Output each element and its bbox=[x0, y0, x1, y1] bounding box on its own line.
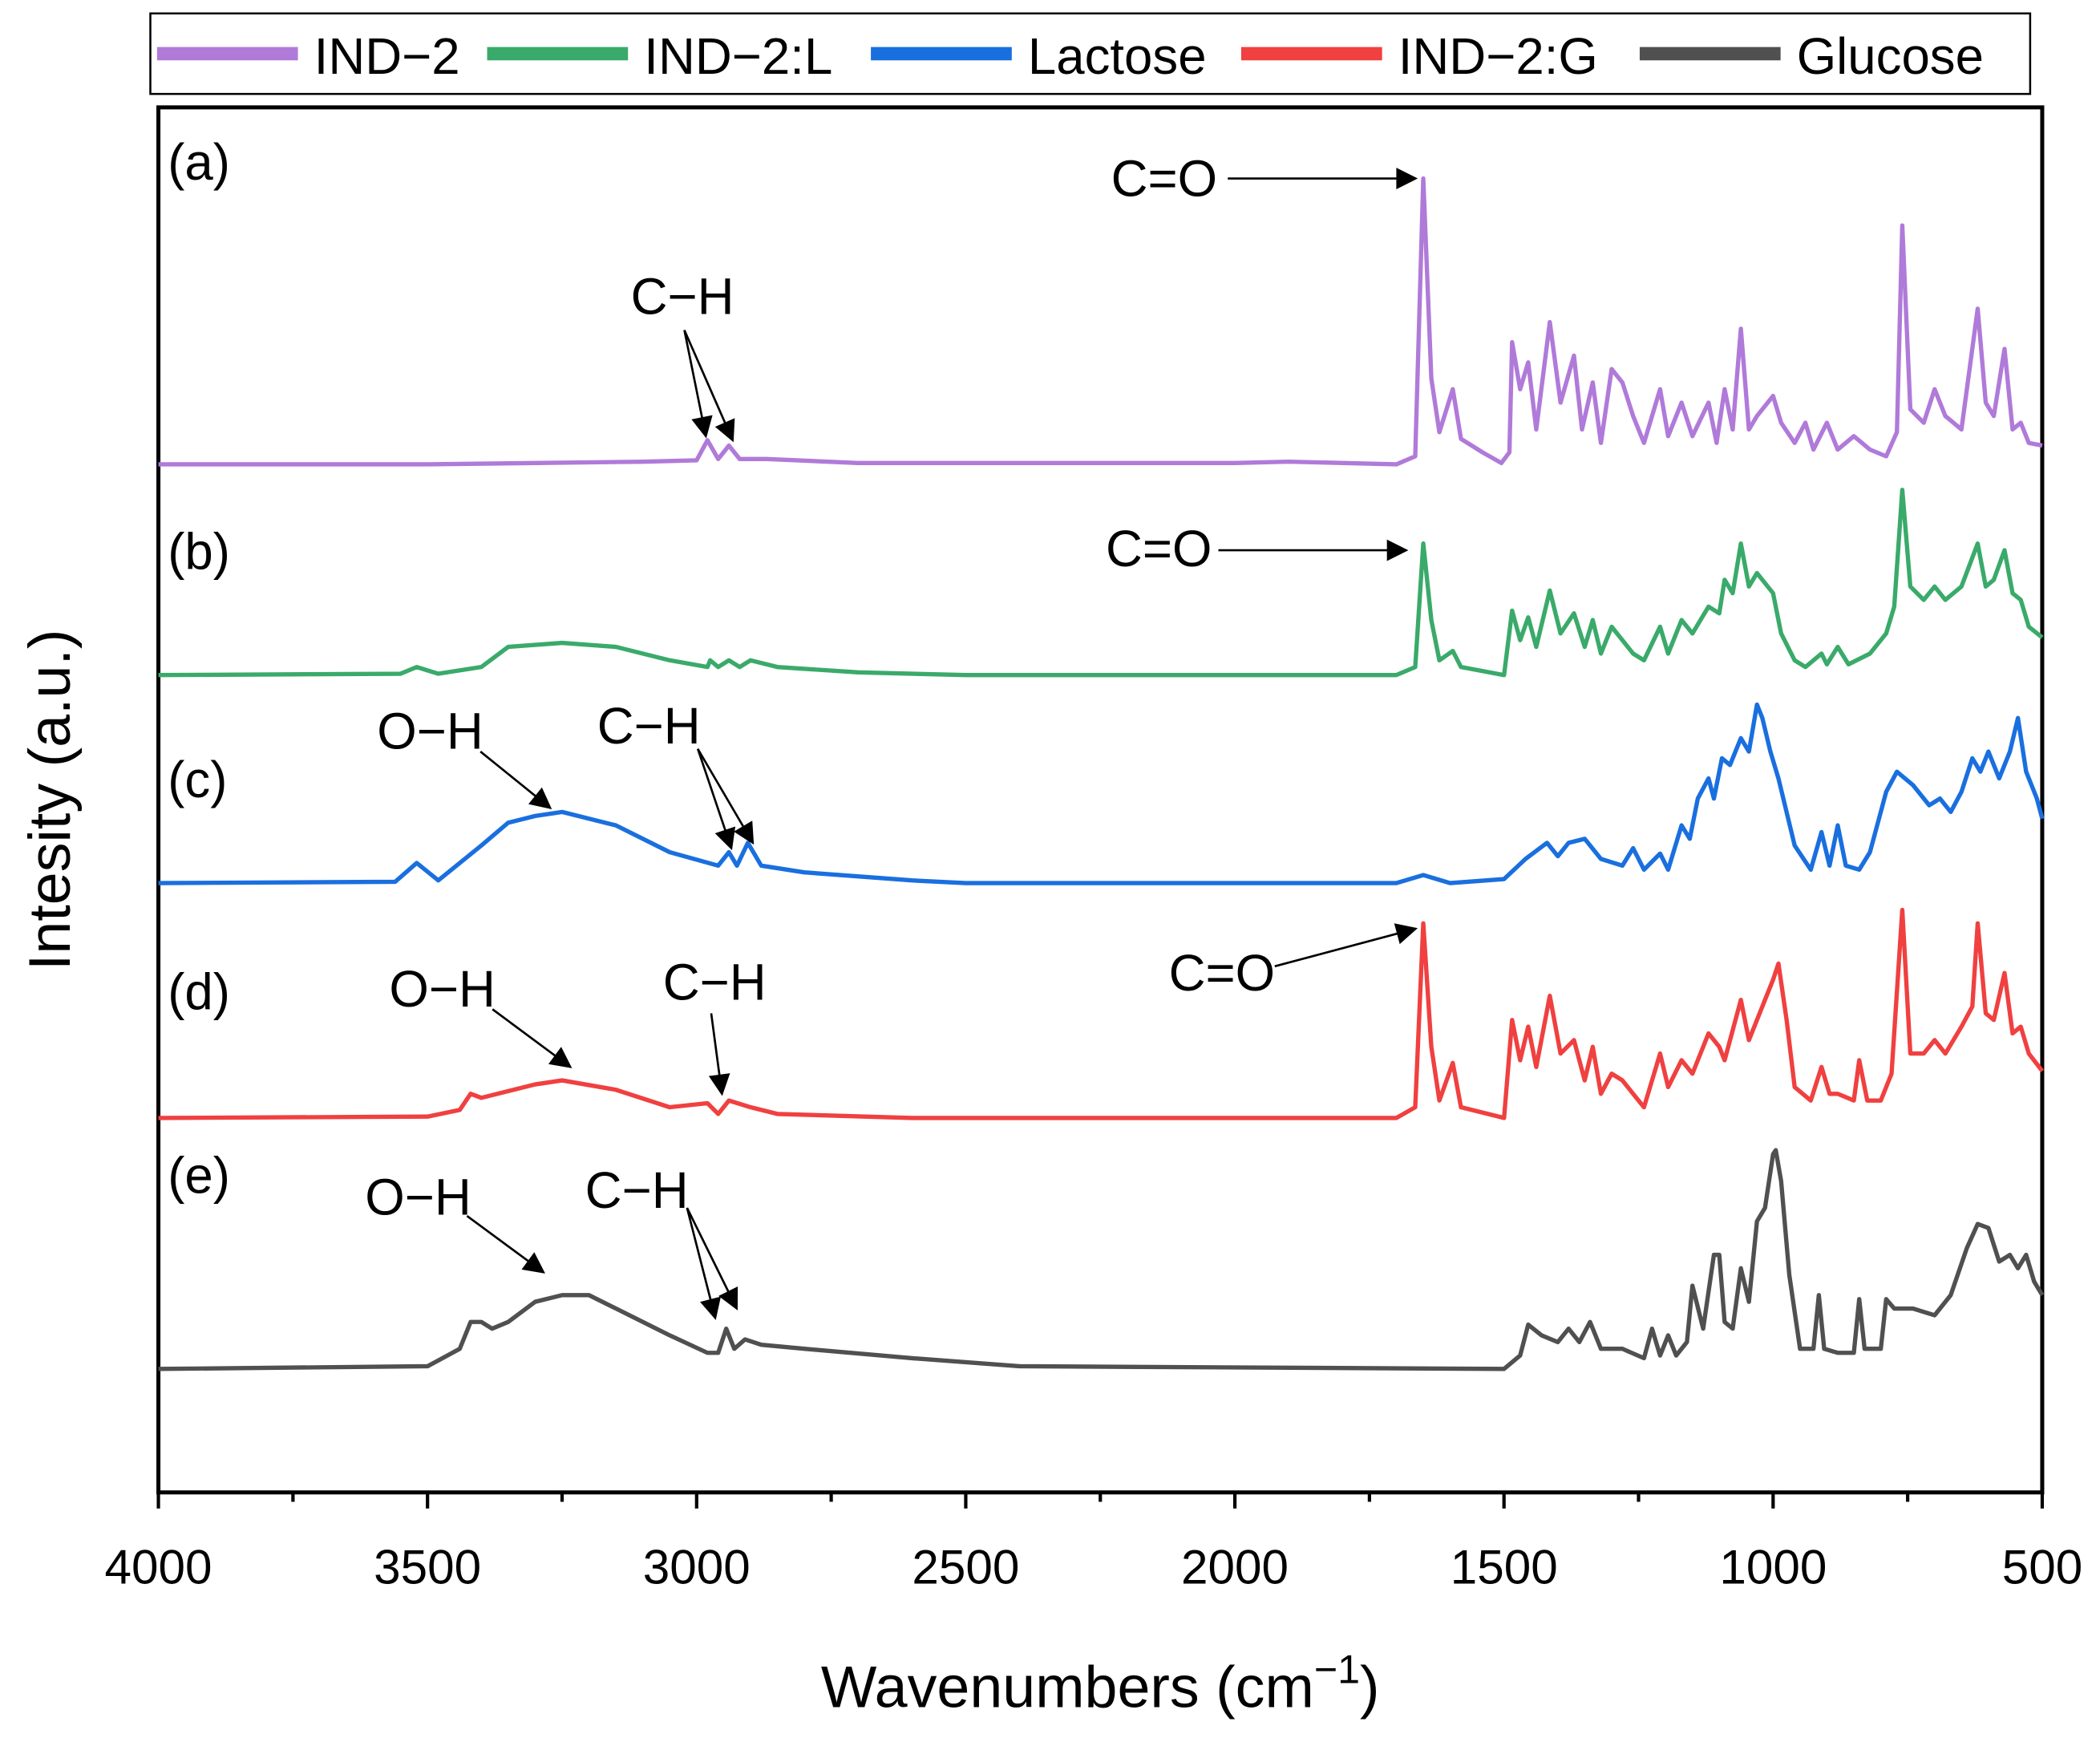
annotations: C=O C−H C=O O−H C−H O−H C−H C=O O−H C−H bbox=[365, 150, 1418, 1320]
panel-label-e: (e) bbox=[168, 1148, 230, 1205]
legend: IND−2 IND−2:L Lactose IND−2:G Glucose bbox=[149, 12, 2032, 95]
annotation-a-ch: C−H bbox=[631, 269, 734, 326]
annotation-d-ch: C−H bbox=[663, 954, 767, 1011]
series-line-2 bbox=[158, 702, 2045, 885]
annotation-d-oh: O−H bbox=[389, 961, 496, 1018]
panel-label-d: (d) bbox=[168, 963, 230, 1020]
annotation-b-co: C=O bbox=[1106, 521, 1212, 577]
legend-label: Lactose bbox=[1028, 28, 1207, 85]
series-line-0 bbox=[158, 176, 2043, 467]
series-line-3 bbox=[158, 907, 2045, 1120]
x-tick-label: 3000 bbox=[643, 1540, 751, 1594]
x-tick-label: 1500 bbox=[1451, 1540, 1558, 1594]
x-axis-title-sup: −1 bbox=[1314, 1647, 1360, 1691]
x-tick-label: 3500 bbox=[374, 1540, 481, 1594]
annotation-e-ch: C−H bbox=[585, 1162, 689, 1219]
y-axis-title: Intesity (a.u.) bbox=[16, 630, 83, 970]
x-axis-title-main: Wavenumbers (cm bbox=[821, 1654, 1314, 1720]
legend-label: IND−2 bbox=[314, 28, 460, 85]
annotation-a-co: C=O bbox=[1111, 150, 1218, 207]
panel-label-b: (b) bbox=[168, 524, 230, 581]
annotation-e-oh: O−H bbox=[365, 1169, 471, 1226]
x-tick-label: 2500 bbox=[912, 1540, 1019, 1594]
x-axis-title-end: ) bbox=[1360, 1654, 1380, 1720]
legend-label: Glucose bbox=[1797, 28, 1984, 85]
annotation-c-ch: C−H bbox=[597, 698, 701, 755]
panel-label-a: (a) bbox=[168, 134, 230, 191]
x-tick-label: 2000 bbox=[1181, 1540, 1289, 1594]
plot-frame bbox=[156, 105, 2045, 1495]
x-axis-title: Wavenumbers (cm−1) bbox=[821, 1647, 1380, 1720]
x-tick-label: 1000 bbox=[1719, 1540, 1827, 1594]
x-tick-label: 500 bbox=[2002, 1540, 2083, 1594]
annotation-d-co: C=O bbox=[1169, 945, 1276, 1002]
legend-label: IND−2:G bbox=[1398, 28, 1598, 85]
annotation-c-oh: O−H bbox=[377, 703, 484, 760]
series-line-1 bbox=[158, 488, 2044, 678]
x-tick-label: 4000 bbox=[105, 1540, 212, 1594]
panel-label-c: (c) bbox=[168, 752, 227, 808]
series-line-4 bbox=[158, 1148, 2045, 1371]
legend-label: IND−2:L bbox=[644, 28, 832, 85]
